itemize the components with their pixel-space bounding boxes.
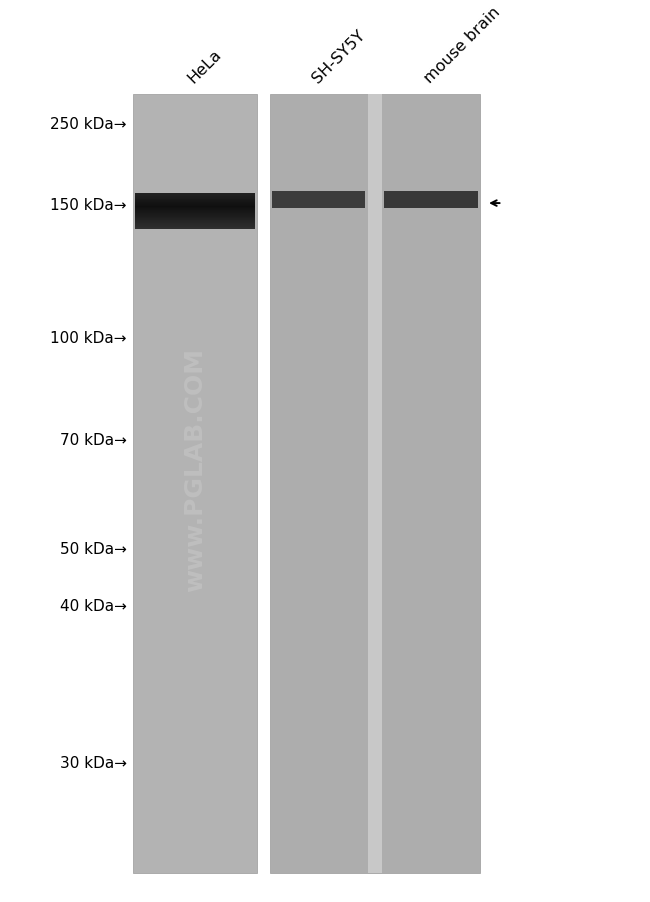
- Bar: [135, 213, 255, 214]
- Bar: [135, 222, 255, 223]
- Bar: [135, 203, 255, 204]
- Bar: [135, 210, 255, 211]
- Bar: [135, 206, 255, 207]
- Bar: [135, 198, 255, 199]
- Text: 70 kDa→: 70 kDa→: [60, 433, 127, 447]
- Bar: [135, 199, 255, 200]
- Bar: [135, 200, 255, 201]
- Bar: [133, 95, 257, 873]
- Bar: [135, 207, 255, 208]
- Bar: [135, 216, 255, 217]
- Bar: [135, 223, 255, 224]
- Bar: [135, 224, 255, 225]
- Bar: [135, 225, 255, 226]
- Bar: [135, 194, 255, 195]
- Bar: [368, 95, 382, 873]
- Bar: [135, 196, 255, 197]
- Bar: [135, 201, 255, 202]
- Bar: [135, 202, 255, 203]
- Bar: [135, 226, 255, 227]
- Bar: [135, 214, 255, 215]
- Text: 100 kDa→: 100 kDa→: [50, 331, 127, 345]
- Bar: [135, 195, 255, 196]
- Bar: [135, 197, 255, 198]
- Bar: [135, 205, 255, 206]
- Bar: [135, 209, 255, 210]
- Text: 250 kDa→: 250 kDa→: [50, 117, 127, 132]
- Bar: [135, 227, 255, 228]
- Text: SH-SY5Y: SH-SY5Y: [310, 27, 369, 86]
- Bar: [384, 192, 478, 208]
- Bar: [135, 228, 255, 229]
- Text: www.PGLAB.COM: www.PGLAB.COM: [183, 347, 207, 591]
- Bar: [135, 229, 255, 230]
- Text: HeLa: HeLa: [185, 46, 224, 86]
- Text: mouse brain: mouse brain: [422, 5, 503, 86]
- Bar: [135, 215, 255, 216]
- Bar: [135, 218, 255, 219]
- Bar: [135, 217, 255, 218]
- Bar: [135, 220, 255, 221]
- Bar: [270, 95, 480, 873]
- Bar: [135, 211, 255, 212]
- Bar: [135, 208, 255, 209]
- Text: 150 kDa→: 150 kDa→: [50, 198, 127, 213]
- Text: 30 kDa→: 30 kDa→: [60, 755, 127, 769]
- Bar: [135, 219, 255, 220]
- Bar: [135, 212, 255, 213]
- Text: 50 kDa→: 50 kDa→: [60, 541, 127, 556]
- Bar: [135, 204, 255, 205]
- Bar: [272, 192, 365, 208]
- Text: 40 kDa→: 40 kDa→: [60, 599, 127, 613]
- Bar: [135, 221, 255, 222]
